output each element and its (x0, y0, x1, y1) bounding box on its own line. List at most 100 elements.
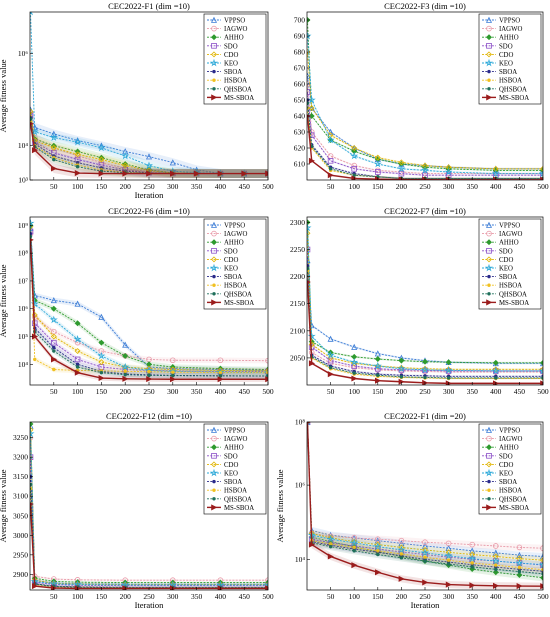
x-tick-label: 50 (50, 182, 58, 191)
data-point (376, 549, 380, 553)
legend-marker (211, 461, 217, 468)
data-point (51, 339, 57, 346)
legend-marker (209, 58, 219, 67)
x-tick-label: 200 (396, 182, 408, 191)
data-point (445, 540, 452, 547)
legend-marker (211, 25, 217, 32)
y-tick-label: 2100 (290, 326, 305, 335)
data-point (31, 147, 39, 154)
legend-marker (485, 16, 493, 23)
x-tick-label: 250 (143, 592, 155, 601)
legend-label: SBOA (224, 274, 242, 281)
legend-marker (484, 468, 494, 477)
legend-label: CDO (224, 52, 238, 59)
legend-marker (486, 299, 493, 306)
data-point (122, 341, 129, 348)
y-tick-label: 700 (294, 16, 306, 25)
series-line (30, 228, 268, 371)
data-point (30, 218, 35, 227)
legend-marker (210, 221, 218, 228)
y-tick-label: 10⁴ (295, 555, 306, 564)
y-tick-label: 10⁶ (18, 49, 29, 58)
legend-marker (211, 230, 217, 237)
data-point (374, 169, 381, 175)
data-point (327, 531, 334, 538)
series-band (30, 116, 268, 179)
data-point (374, 377, 382, 384)
legend-label: KEO (499, 266, 513, 273)
data-point (326, 350, 335, 359)
x-tick-label: 450 (239, 592, 251, 601)
x-tick-label: 250 (419, 182, 431, 191)
data-point (420, 166, 430, 174)
x-tick-label: 50 (50, 592, 58, 601)
legend-label: SDO (224, 248, 238, 255)
data-point (420, 365, 430, 374)
data-point (123, 369, 127, 374)
legend-marker (210, 16, 218, 23)
data-point (492, 569, 499, 576)
legend-label: IAGWO (499, 436, 522, 443)
legend-label: HSBOA (224, 488, 247, 495)
data-point (351, 343, 358, 350)
chart-title: CEC2022-F12 (dim =10) (106, 411, 192, 421)
data-point (494, 567, 498, 572)
series-MS-SBOA (30, 119, 268, 179)
legend-marker (211, 239, 217, 246)
data-point (146, 170, 153, 177)
data-point (538, 366, 543, 375)
data-point (423, 555, 427, 559)
y-tick-label: 10⁸ (18, 249, 29, 258)
y-tick-label: 680 (294, 48, 306, 57)
data-point (327, 172, 334, 179)
y-axis-label: Average fitness value (0, 264, 8, 337)
data-point (327, 157, 334, 164)
data-point (328, 365, 333, 370)
series-line (30, 123, 268, 175)
data-point (444, 167, 453, 176)
legend-label: SBOA (499, 69, 517, 76)
legend-label: VPPSO (224, 428, 245, 435)
data-point (376, 552, 380, 557)
series-QHSBOA (30, 233, 268, 379)
x-tick-label: 300 (167, 182, 179, 191)
x-tick-label: 400 (490, 387, 502, 396)
data-point (351, 162, 358, 169)
legend-label: VPPSO (499, 428, 520, 435)
y-tick-label: 10⁴ (18, 360, 29, 369)
data-point (74, 320, 81, 327)
legend-label: QHSBOA (224, 86, 252, 93)
legend-marker (487, 78, 491, 82)
data-point (122, 161, 129, 167)
data-point (328, 544, 333, 549)
data-point (351, 562, 358, 569)
data-point (49, 133, 58, 142)
legend-label: SDO (224, 43, 238, 50)
data-point (326, 135, 335, 144)
data-point (445, 544, 452, 552)
legend-marker (486, 444, 492, 451)
data-point (539, 553, 543, 560)
data-point (169, 376, 177, 383)
x-axis-label: Iteration (135, 600, 165, 610)
data-point (540, 165, 543, 172)
data-point (307, 101, 310, 105)
x-tick-label: 350 (191, 182, 203, 191)
x-tick-label: 350 (467, 387, 479, 396)
series-line (307, 265, 543, 377)
x-tick-label: 400 (490, 182, 502, 191)
data-point (374, 350, 381, 357)
data-point (307, 422, 311, 424)
chart-title: CEC2022-F7 (dim =10) (384, 206, 466, 216)
data-point (350, 358, 359, 366)
data-point (307, 31, 312, 40)
legend-label: CDO (224, 257, 238, 264)
legend-label: QHSBOA (499, 86, 527, 93)
y-tick-label: 10⁴ (18, 141, 29, 150)
legend-marker (486, 504, 493, 511)
data-point (122, 375, 129, 382)
data-point (50, 297, 57, 304)
legend-label: KEO (499, 471, 513, 478)
